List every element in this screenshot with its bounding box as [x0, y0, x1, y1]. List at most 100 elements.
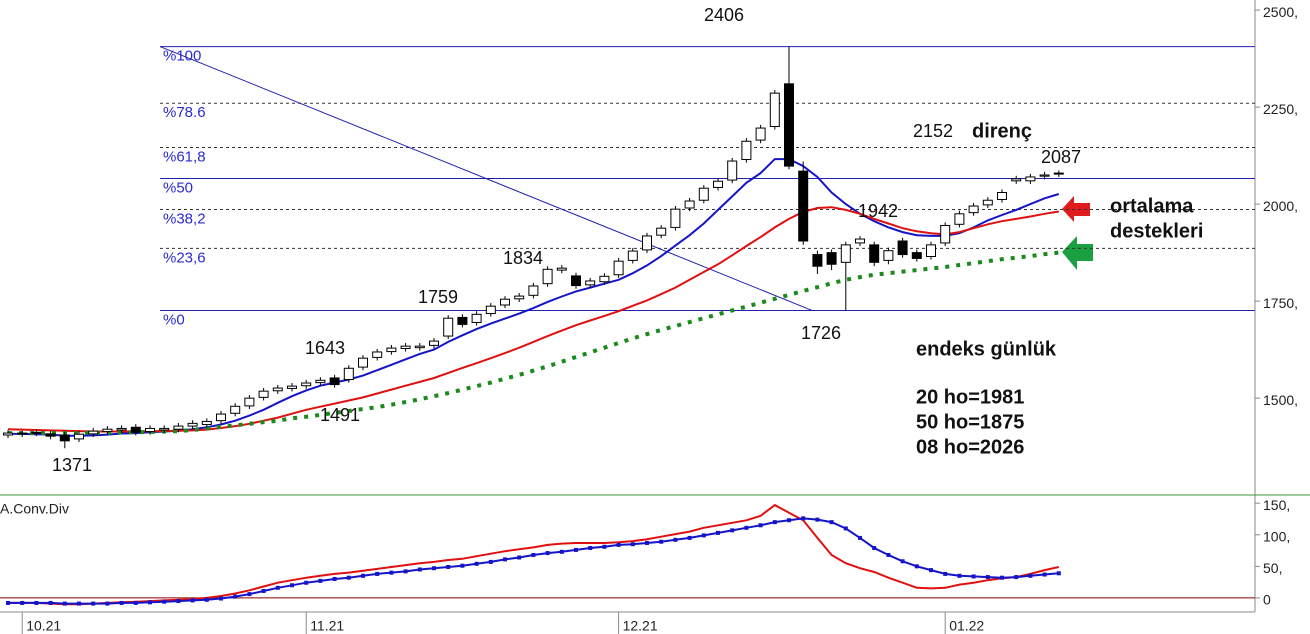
level-label: %38,2 — [163, 211, 206, 228]
candle-body — [1053, 172, 1064, 175]
candle-body — [45, 433, 56, 437]
candle-body — [599, 275, 610, 283]
marker — [77, 601, 81, 606]
candle-body — [869, 244, 880, 263]
candle-body — [1025, 176, 1036, 182]
annotation: 1942 — [858, 201, 898, 221]
candle-body — [216, 413, 226, 422]
y-tick-label: 1500, — [1263, 392, 1298, 408]
marker — [787, 518, 791, 523]
marker — [318, 578, 323, 583]
candle-body — [855, 238, 865, 244]
marker — [20, 600, 25, 605]
marker — [687, 535, 692, 540]
marker — [886, 552, 891, 557]
marker — [801, 516, 806, 521]
panel-title: A.Conv.Div — [0, 501, 69, 517]
candle-body — [698, 187, 709, 201]
marker — [914, 564, 919, 569]
candle-body — [329, 377, 340, 386]
marker — [559, 549, 564, 554]
candle-body — [187, 422, 198, 427]
marker — [872, 546, 877, 551]
y-tick-label: 2250, — [1263, 101, 1298, 117]
marker — [403, 569, 408, 574]
marker — [389, 570, 394, 575]
marker — [488, 559, 493, 564]
candle-body — [414, 345, 425, 349]
y-tick-label: 2000, — [1263, 198, 1298, 214]
x-tick-label: 01.22 — [949, 618, 984, 634]
y-tick-label: 1750, — [1263, 295, 1298, 311]
candle-body — [642, 235, 652, 251]
marker — [517, 555, 522, 560]
candle-body — [201, 420, 212, 426]
candle-body — [31, 431, 42, 434]
level-label: %23,6 — [163, 249, 206, 266]
y-tick-label: 100, — [1263, 528, 1290, 544]
candle-body — [514, 295, 525, 300]
candle-body — [287, 385, 297, 389]
candle-body — [840, 244, 851, 263]
marker — [460, 563, 465, 568]
candle-body — [116, 427, 127, 431]
y-tick-label: 0 — [1263, 592, 1271, 608]
marker — [275, 585, 280, 590]
candle-body — [315, 379, 326, 384]
marker — [304, 580, 309, 585]
marker — [148, 600, 152, 605]
marker — [602, 544, 607, 549]
marker — [48, 600, 53, 605]
marker — [900, 559, 905, 564]
marker — [815, 517, 820, 522]
candle-body — [826, 252, 837, 265]
candle-body — [59, 434, 70, 442]
marker — [588, 546, 593, 551]
marker — [432, 566, 436, 571]
marker — [261, 588, 266, 593]
annotation: destekleri — [1110, 220, 1203, 242]
marker — [361, 573, 365, 578]
marker — [985, 575, 990, 580]
candle-body — [571, 275, 581, 287]
candle-body — [784, 83, 794, 167]
marker — [1014, 575, 1019, 580]
candle-body — [500, 298, 510, 306]
marker — [474, 561, 479, 566]
annotation: 50 ho=1875 — [916, 411, 1024, 433]
marker — [730, 528, 735, 533]
candle-body — [812, 254, 823, 267]
marker — [332, 576, 337, 581]
annotation: 20 ho=1981 — [916, 386, 1024, 408]
y-tick-label: 2500, — [1263, 4, 1298, 20]
annotation: endeks günlük — [916, 338, 1057, 360]
candle-body — [542, 268, 553, 285]
level-label: %50 — [163, 179, 193, 196]
x-tick-label: 12.21 — [623, 618, 658, 634]
marker — [375, 571, 380, 576]
annotation: 08 ho=2026 — [916, 436, 1024, 458]
marker — [758, 523, 763, 528]
marker — [119, 600, 124, 605]
marker — [929, 568, 933, 573]
candle-body — [1039, 174, 1050, 177]
candle-body — [471, 313, 482, 323]
green-arrow — [1062, 236, 1093, 270]
trend-line — [159, 46, 813, 311]
candle-body — [429, 340, 439, 346]
marker — [772, 520, 777, 525]
candle-body — [585, 280, 596, 286]
candle-body — [130, 426, 141, 433]
candle-body — [684, 200, 695, 209]
candle-body — [798, 170, 809, 242]
candle-body — [897, 240, 908, 256]
marker — [34, 600, 39, 605]
annotation: 2406 — [704, 5, 744, 25]
candle-body — [457, 316, 468, 325]
candle-body — [102, 428, 113, 433]
marker — [204, 597, 209, 602]
annotation: 1726 — [801, 323, 841, 343]
marker — [133, 600, 138, 605]
candle-body — [230, 405, 241, 414]
candle-body — [3, 432, 13, 436]
